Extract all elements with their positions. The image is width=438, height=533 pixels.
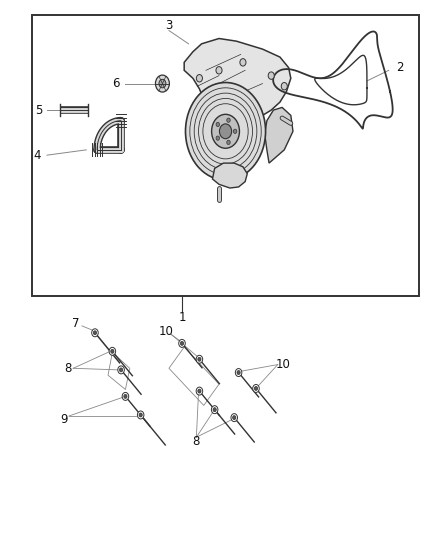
Circle shape (216, 136, 219, 140)
Circle shape (196, 75, 202, 82)
Circle shape (233, 129, 237, 133)
Circle shape (111, 349, 114, 353)
Circle shape (196, 356, 203, 364)
Circle shape (155, 75, 170, 92)
Bar (32, 14, 419, 296)
Circle shape (240, 59, 246, 66)
Circle shape (212, 406, 218, 414)
Circle shape (139, 413, 142, 417)
Text: 6: 6 (112, 77, 119, 90)
Circle shape (237, 370, 240, 375)
Text: 8: 8 (193, 435, 200, 448)
Circle shape (124, 394, 127, 398)
Circle shape (92, 329, 98, 337)
Text: 8: 8 (64, 362, 71, 375)
Circle shape (235, 368, 242, 376)
Text: 9: 9 (60, 413, 67, 426)
Circle shape (120, 368, 123, 372)
Polygon shape (212, 163, 247, 188)
Polygon shape (184, 38, 291, 123)
Circle shape (213, 408, 216, 411)
Polygon shape (265, 108, 293, 163)
Text: 4: 4 (33, 149, 41, 161)
Circle shape (179, 340, 185, 348)
Circle shape (159, 79, 166, 88)
Circle shape (268, 72, 274, 79)
Circle shape (198, 357, 201, 361)
Circle shape (109, 348, 116, 356)
Circle shape (185, 83, 265, 180)
Circle shape (216, 67, 222, 74)
Circle shape (219, 124, 232, 139)
Circle shape (118, 366, 124, 374)
Circle shape (212, 114, 240, 148)
Text: 5: 5 (35, 103, 42, 117)
Circle shape (216, 122, 219, 126)
Circle shape (231, 414, 237, 422)
Circle shape (180, 342, 184, 345)
Text: 2: 2 (396, 61, 403, 74)
Text: 10: 10 (159, 325, 173, 338)
Circle shape (233, 416, 236, 419)
Circle shape (93, 331, 97, 335)
Circle shape (198, 389, 201, 393)
Circle shape (227, 140, 230, 144)
Circle shape (253, 384, 259, 392)
Circle shape (196, 387, 203, 395)
Text: 10: 10 (276, 358, 291, 371)
Text: 3: 3 (165, 19, 173, 32)
Text: 7: 7 (73, 317, 80, 330)
Circle shape (281, 83, 287, 90)
Circle shape (227, 118, 230, 122)
Circle shape (254, 386, 258, 391)
Circle shape (138, 411, 144, 419)
Circle shape (122, 392, 129, 400)
Text: 1: 1 (178, 311, 186, 325)
